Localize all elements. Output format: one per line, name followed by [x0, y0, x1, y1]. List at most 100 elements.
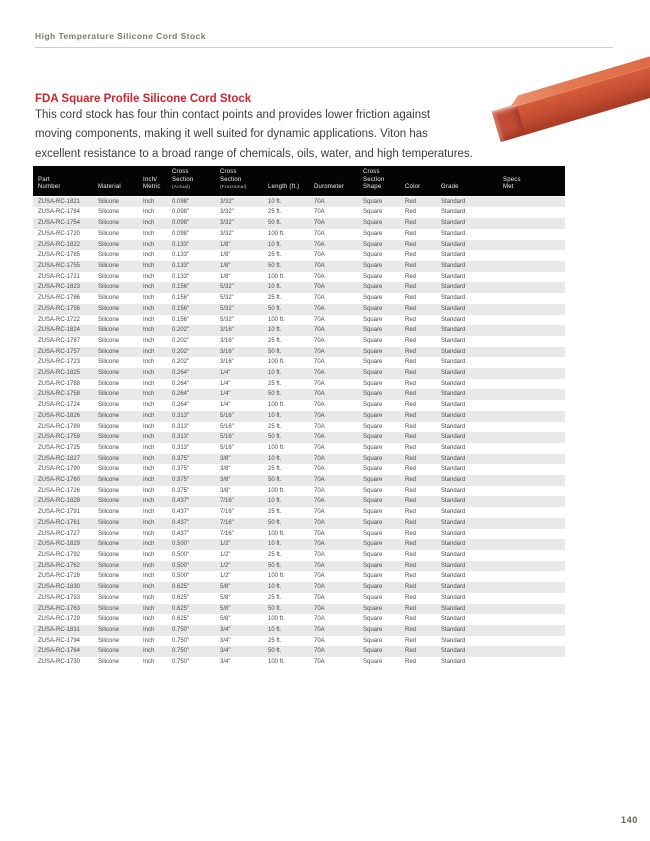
column-header: Grade	[436, 166, 498, 197]
table-cell: Silicone	[98, 637, 120, 644]
table-cell: 50 ft.	[268, 391, 282, 398]
table-cell: Red	[405, 402, 417, 409]
table-cell: Silicone	[98, 573, 120, 580]
table-cell: 0.625"	[172, 584, 190, 591]
table-cell: 70A	[314, 444, 325, 451]
table-cell: 10 ft.	[268, 412, 282, 419]
table-row: ZUSA-RC-1761 Silicone Inch 0.437" 7/16" 50 ft…	[33, 517, 565, 529]
table-cell: Inch	[143, 434, 155, 441]
table-cell: 50 ft.	[268, 220, 282, 227]
table-row: ZUSA-RC-1720 Silicone Inch 0.098" 3/32" 100 f…	[33, 229, 565, 240]
table-cell: Standard	[441, 659, 466, 666]
table-cell: Standard	[441, 412, 466, 419]
header-divider	[35, 47, 613, 48]
table-cell: 0.098"	[172, 220, 190, 227]
table-cell: 1/2"	[220, 562, 231, 569]
table-cell: Inch	[143, 370, 155, 377]
table-cell: Standard	[441, 648, 466, 655]
table-cell: 3/32"	[220, 209, 234, 216]
table-cell: ZUSA-RC-1831	[38, 626, 81, 633]
table-cell: Inch	[143, 412, 155, 419]
table-cell: ZUSA-RC-1793	[38, 594, 81, 601]
intro-paragraph: This cord stock has four thin contact po…	[35, 106, 535, 164]
table-cell: 10 ft.	[268, 327, 282, 334]
table-cell: 70A	[314, 327, 325, 334]
table-cell: 70A	[314, 370, 325, 377]
table-cell: 10 ft.	[268, 626, 282, 633]
table-cell: 70A	[314, 573, 325, 580]
table-cell	[498, 646, 565, 657]
table-cell: 1/8"	[220, 263, 231, 269]
table-cell: 5/8"	[220, 584, 231, 591]
table-cell: Square	[363, 273, 383, 280]
table-cell: 5/16"	[220, 423, 234, 430]
table-cell: Silicone	[98, 659, 120, 666]
table-cell: Silicone	[98, 616, 120, 623]
table-cell: 70A	[314, 562, 325, 569]
table-cell: 1/4"	[220, 380, 231, 387]
table-cell: Silicone	[98, 391, 120, 398]
table-row: ZUSA-RC-1726 Silicone Inch 0.375" 3/8" 100 ft…	[33, 486, 565, 497]
table-cell: 0.375"	[172, 477, 190, 484]
table-cell: ZUSA-RC-1790	[38, 466, 81, 473]
column-header: Part Number	[33, 166, 93, 197]
table-cell: 70A	[314, 391, 325, 398]
table-cell: 25 ft.	[268, 594, 282, 601]
table-cell: ZUSA-RC-1754	[38, 220, 81, 227]
table-cell: 5/32"	[220, 316, 234, 323]
table-cell: 70A	[314, 509, 325, 516]
table-cell: 3/16"	[220, 327, 234, 334]
table-cell: ZUSA-RC-1721	[38, 273, 81, 280]
table-cell: 50 ft.	[268, 477, 282, 484]
table-cell	[498, 357, 565, 368]
table-row: ZUSA-RC-1824 Silicone Inch 0.202" 3/16" 10 ft…	[33, 325, 565, 336]
table-cell: 70A	[314, 305, 325, 312]
table-cell: 50 ft.	[268, 305, 282, 312]
table-cell: 70A	[314, 616, 325, 623]
table-cell: Inch	[143, 380, 155, 387]
table-cell: 70A	[314, 241, 325, 248]
table-cell: Silicone	[98, 273, 120, 280]
table-cell: Inch	[143, 551, 155, 558]
table-cell: 0.156"	[172, 305, 190, 312]
table-cell: Standard	[441, 637, 466, 644]
table-cell: 3/8"	[220, 487, 231, 494]
table-cell: ZUSA-RC-1786	[38, 295, 81, 302]
table-cell: Red	[405, 487, 417, 494]
table-row: ZUSA-RC-1821 Silicone Inch 0.098" 3/32" 10 ft…	[33, 196, 565, 208]
table-cell: Red	[405, 530, 417, 537]
table-cell: Square	[363, 295, 383, 302]
table-cell	[498, 636, 565, 647]
table-cell: 70A	[314, 584, 325, 591]
table-cell: 3/32"	[220, 198, 234, 205]
table-cell: 25 ft.	[268, 423, 282, 430]
table-cell: Square	[363, 198, 383, 205]
table-cell: Inch	[143, 487, 155, 494]
table-cell: Inch	[143, 305, 155, 312]
table-cell: 100 ft.	[268, 487, 285, 494]
table-cell: Silicone	[98, 477, 120, 484]
table-cell: Red	[405, 605, 417, 612]
column-header: Cross Section (Actual)	[167, 166, 215, 197]
table-cell: ZUSA-RC-1763	[38, 605, 81, 612]
table-cell: Silicone	[98, 402, 120, 409]
table-cell: Red	[405, 412, 417, 419]
table-cell: Silicone	[98, 487, 120, 494]
table-cell	[498, 625, 565, 636]
table-cell: 50 ft.	[268, 519, 282, 526]
table-cell: Silicone	[98, 594, 120, 601]
column-header: Material	[93, 166, 138, 197]
table-cell: Square	[363, 402, 383, 409]
table-cell: Inch	[143, 295, 155, 302]
table-cell: Square	[363, 348, 383, 355]
table-cell: ZUSA-RC-1757	[38, 348, 81, 355]
table-row: ZUSA-RC-1760 Silicone Inch 0.375" 3/8" 50 ft.…	[33, 475, 565, 486]
table-cell: 1/4"	[220, 391, 231, 398]
table-cell	[498, 379, 565, 390]
table-cell: Silicone	[98, 434, 120, 441]
table-cell: 70A	[314, 487, 325, 494]
table-cell: 3/4"	[220, 637, 231, 644]
table-cell: Silicone	[98, 530, 120, 537]
table-cell	[498, 614, 565, 625]
table-cell: Square	[363, 487, 383, 494]
